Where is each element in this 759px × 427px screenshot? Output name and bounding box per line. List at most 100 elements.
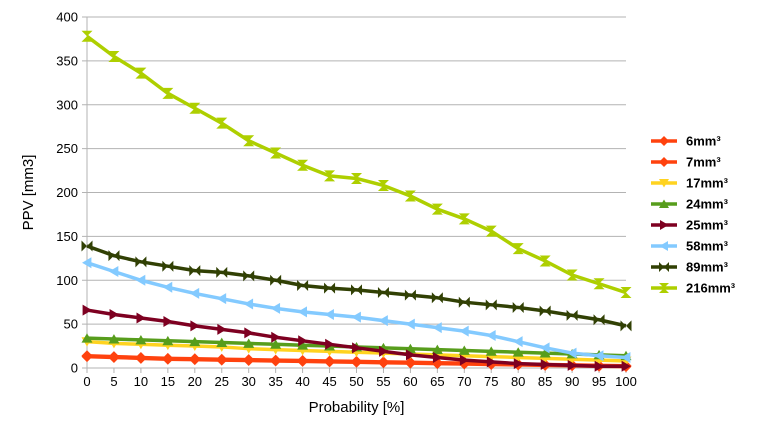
data-point: [539, 348, 551, 358]
data-point: [351, 172, 362, 184]
x-tick-label: 20: [188, 374, 202, 389]
legend-label: 216mm³: [686, 281, 736, 296]
legend-item: 58mm³: [651, 239, 729, 254]
x-tick-label: 90: [565, 374, 579, 389]
series-layer: [81, 30, 632, 373]
legend-label: 24mm³: [686, 197, 729, 212]
data-point: [486, 356, 497, 368]
data-point: [108, 351, 120, 363]
legend-label: 7mm³: [686, 155, 721, 170]
y-tick-label: 100: [56, 273, 78, 288]
legend: 6mm³ 7mm³ 17mm³ 24mm³ 25mm³ 58mm³ 89mm³ 216mm³: [651, 134, 736, 296]
data-point: [431, 292, 443, 304]
data-point: [431, 203, 443, 215]
data-point: [377, 356, 389, 368]
x-tick-label: 60: [403, 374, 417, 389]
data-point: [189, 353, 201, 365]
legend-item: 89mm³: [651, 260, 729, 275]
legend-item: 6mm³: [651, 134, 721, 149]
data-point: [243, 270, 255, 282]
data-point: [459, 325, 469, 337]
data-point: [512, 243, 524, 255]
data-point: [216, 337, 228, 347]
data-point: [270, 339, 282, 349]
data-point: [567, 347, 577, 359]
data-point: [81, 30, 93, 42]
x-tick-label: 80: [511, 374, 525, 389]
data-point: [567, 359, 578, 371]
x-axis-title: Probability [%]: [309, 399, 405, 416]
legend-marker: [659, 157, 669, 167]
data-point: [324, 170, 336, 182]
data-point: [324, 355, 336, 367]
data-point: [216, 117, 228, 129]
data-point: [162, 335, 174, 346]
legend-item: 17mm³: [651, 176, 729, 191]
data-point: [431, 344, 443, 354]
y-axis-ticks: 0 50 100 150 200 250 300 350 400: [56, 10, 87, 376]
data-point: [136, 312, 146, 324]
data-point: [378, 315, 388, 327]
data-point: [404, 289, 416, 301]
data-point: [270, 302, 281, 314]
data-point: [540, 342, 550, 354]
series-6: [81, 240, 632, 332]
x-tick-label: 25: [215, 374, 229, 389]
data-point: [243, 298, 254, 310]
data-point: [404, 190, 416, 202]
data-point: [81, 240, 93, 252]
data-point: [406, 349, 416, 361]
data-point: [109, 308, 119, 320]
legend-label: 25mm³: [686, 218, 729, 233]
x-tick-label: 85: [538, 374, 552, 389]
data-point: [404, 356, 416, 368]
data-point: [351, 355, 362, 367]
x-tick-label: 5: [110, 374, 117, 389]
data-point: [379, 345, 389, 357]
legend-label: 58mm³: [686, 239, 729, 254]
data-point: [459, 354, 470, 366]
data-point: [189, 265, 201, 277]
x-tick-label: 100: [615, 374, 637, 389]
legend-marker: [659, 283, 669, 293]
data-point: [324, 282, 336, 294]
data-point: [325, 338, 335, 350]
legend-item: 24mm³: [651, 197, 729, 212]
data-point: [108, 250, 120, 262]
data-point: [539, 305, 551, 317]
data-point: [271, 331, 281, 343]
data-point: [81, 333, 93, 343]
data-point: [485, 299, 497, 311]
data-point: [243, 338, 255, 348]
data-point: [243, 135, 255, 147]
data-point: [485, 346, 497, 356]
data-point: [82, 257, 92, 269]
series-4: [82, 304, 631, 372]
y-tick-label: 300: [56, 97, 78, 112]
data-point: [377, 287, 389, 299]
data-point: [162, 260, 174, 272]
data-point: [405, 318, 415, 330]
data-point: [621, 351, 631, 363]
legend-marker: [659, 179, 669, 188]
y-tick-label: 350: [56, 53, 78, 68]
data-point: [135, 274, 146, 286]
data-point: [485, 225, 497, 237]
data-point: [135, 67, 147, 79]
x-tick-label: 75: [484, 374, 498, 389]
x-tick-label: 30: [241, 374, 255, 389]
series-line: [85, 34, 627, 295]
data-point: [539, 255, 551, 267]
data-point: [297, 355, 309, 367]
data-point: [540, 358, 551, 370]
x-tick-label: 15: [161, 374, 175, 389]
data-point: [162, 87, 174, 99]
data-point: [82, 304, 92, 316]
x-tick-label: 35: [268, 374, 282, 389]
data-point: [324, 308, 334, 320]
data-point: [298, 335, 308, 347]
data-point: [458, 296, 470, 308]
y-tick-label: 0: [71, 361, 78, 376]
series-7: [81, 30, 632, 299]
